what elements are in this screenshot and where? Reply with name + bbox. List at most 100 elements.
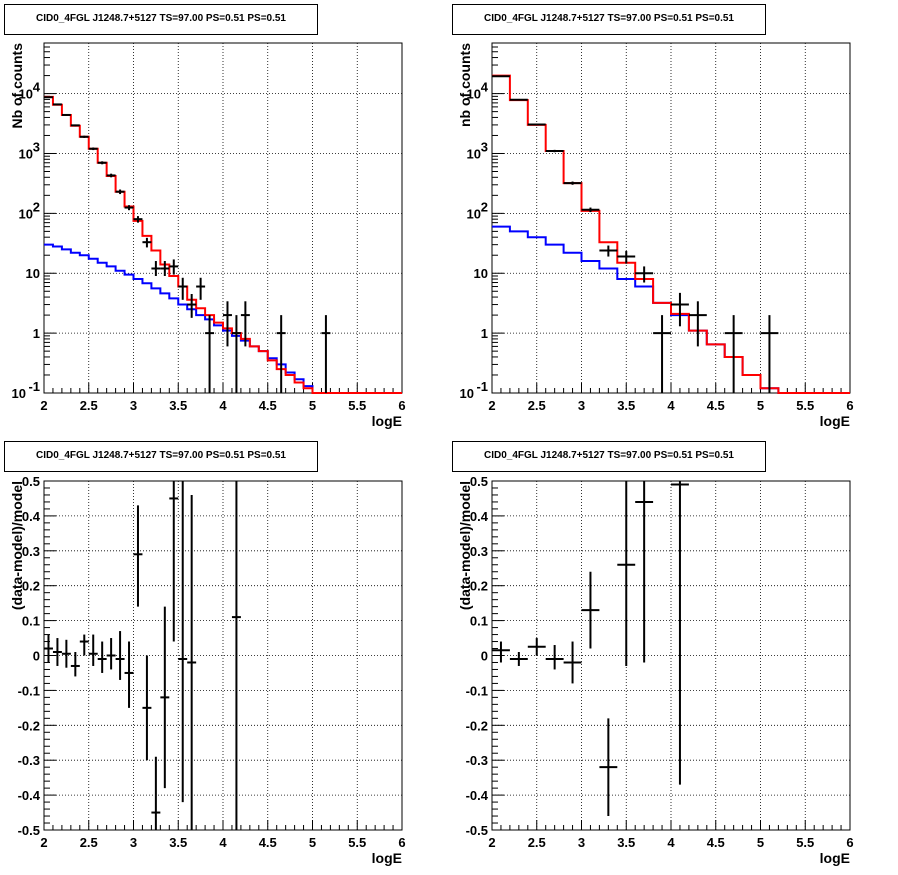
- data-point: [187, 494, 197, 830]
- x-tick-label: 3.5: [617, 835, 635, 850]
- y-tick-label: 1: [33, 326, 40, 341]
- data-point: [223, 301, 232, 347]
- y-tick-label: 0.4: [470, 509, 489, 524]
- x-tick-label: 5: [757, 398, 764, 413]
- y-tick-label: 10: [460, 386, 474, 401]
- y-tick-label: 10: [19, 87, 33, 102]
- data-point: [276, 315, 286, 393]
- data-point: [671, 481, 689, 785]
- x-tick-label: 6: [846, 398, 853, 413]
- y-axis-title: nb of counts: [457, 43, 473, 127]
- data-point: [61, 113, 71, 116]
- data-point: [160, 606, 170, 789]
- data-point: [61, 639, 71, 668]
- y-tick-label: 10: [19, 146, 33, 161]
- x-axis-title: logE: [372, 850, 402, 866]
- y-tick-label: -0.2: [18, 718, 40, 733]
- data-point: [724, 315, 743, 393]
- data-point: [653, 315, 671, 393]
- y-tick-exponent: 3: [33, 139, 40, 154]
- y-tick-label: -0.4: [18, 788, 41, 803]
- y-tick-exponent: 2: [481, 199, 488, 214]
- data-point: [581, 571, 600, 649]
- title-panel-2: CID0_4FGL J1248.7+5127 TS=97.00 PS=0.51 …: [452, 4, 766, 35]
- y-tick-label: 10: [467, 87, 481, 102]
- x-axis-title: logE: [820, 413, 850, 429]
- data-point: [124, 205, 134, 211]
- y-tick-label: -0.3: [466, 753, 488, 768]
- data-point: [231, 315, 241, 393]
- data-point: [142, 237, 152, 248]
- data-point: [509, 652, 528, 666]
- x-tick-label: 4: [219, 835, 227, 850]
- data-point: [671, 292, 689, 327]
- series-line-total-model: [44, 95, 402, 394]
- data-point: [321, 315, 331, 393]
- y-tick-exponent: -1: [476, 379, 488, 394]
- data-point: [106, 638, 116, 670]
- x-tick-label: 2.5: [80, 835, 98, 850]
- x-tick-label: 5.5: [348, 835, 366, 850]
- data-point: [563, 641, 582, 684]
- y-tick-label: 0: [481, 649, 488, 664]
- x-tick-label: 2.5: [528, 398, 546, 413]
- data-point: [545, 645, 564, 670]
- x-tick-label: 3: [130, 398, 137, 413]
- y-tick-label: -0.5: [18, 823, 40, 838]
- panel-3: 2 2.5 3 3.5 4 4.5 5 5.5 6 -0.5 -0.4 -0.3 -0.2 -0.1 0 0.…: [9, 474, 406, 866]
- data-point: [160, 261, 170, 276]
- x-tick-label: 6: [846, 835, 853, 850]
- y-tick-label: 10: [474, 266, 488, 281]
- y-axis-title: (data-model)/model: [9, 481, 25, 610]
- data-point: [52, 103, 62, 106]
- data-point: [617, 481, 636, 666]
- data-point: [169, 259, 179, 275]
- x-tick-label: 5: [757, 835, 764, 850]
- x-tick-label: 3: [578, 398, 585, 413]
- title-panel-3: CID0_4FGL J1248.7+5127 TS=97.00 PS=0.51 …: [4, 441, 318, 472]
- x-tick-label: 4: [667, 835, 675, 850]
- y-tick-label: 0.3: [470, 544, 488, 559]
- data-point: [527, 638, 546, 656]
- data-point: [617, 251, 636, 264]
- data-point: [44, 634, 53, 663]
- data-point: [545, 149, 564, 153]
- x-tick-label: 4.5: [259, 835, 277, 850]
- y-tick-exponent: 2: [33, 199, 40, 214]
- data-point: [133, 505, 143, 607]
- data-point: [88, 147, 98, 151]
- x-tick-label: 5.5: [348, 398, 366, 413]
- y-tick-label: 0.2: [470, 579, 488, 594]
- y-axis-title: Nb of counts: [9, 43, 25, 129]
- data-point: [115, 189, 125, 195]
- data-point: [151, 756, 161, 830]
- data-point: [231, 481, 241, 830]
- y-tick-label: 0.2: [22, 579, 40, 594]
- data-point: [635, 481, 654, 663]
- data-point: [688, 301, 707, 347]
- y-tick-label: 0.4: [22, 509, 41, 524]
- y-tick-label: -0.1: [466, 683, 488, 698]
- x-tick-label: 4: [667, 398, 675, 413]
- x-tick-label: 5.5: [796, 398, 814, 413]
- y-tick-label: 0.1: [22, 614, 40, 629]
- x-tick-label: 5.5: [796, 835, 814, 850]
- x-tick-label: 2.5: [80, 398, 98, 413]
- y-tick-label: -0.5: [466, 823, 488, 838]
- data-point: [492, 641, 510, 663]
- x-tick-label: 2: [488, 398, 495, 413]
- data-point: [196, 277, 206, 300]
- data-point: [205, 315, 215, 393]
- data-point: [635, 266, 654, 283]
- title-panel-4: CID0_4FGL J1248.7+5127 TS=97.00 PS=0.51 …: [452, 441, 766, 472]
- data-point: [581, 207, 600, 213]
- x-tick-label: 2: [40, 398, 47, 413]
- data-point: [70, 124, 80, 127]
- data-point: [142, 655, 152, 761]
- y-tick-label: -0.2: [466, 718, 488, 733]
- y-tick-label: 10: [467, 206, 481, 221]
- data-point: [79, 634, 89, 656]
- data-point: [187, 294, 197, 318]
